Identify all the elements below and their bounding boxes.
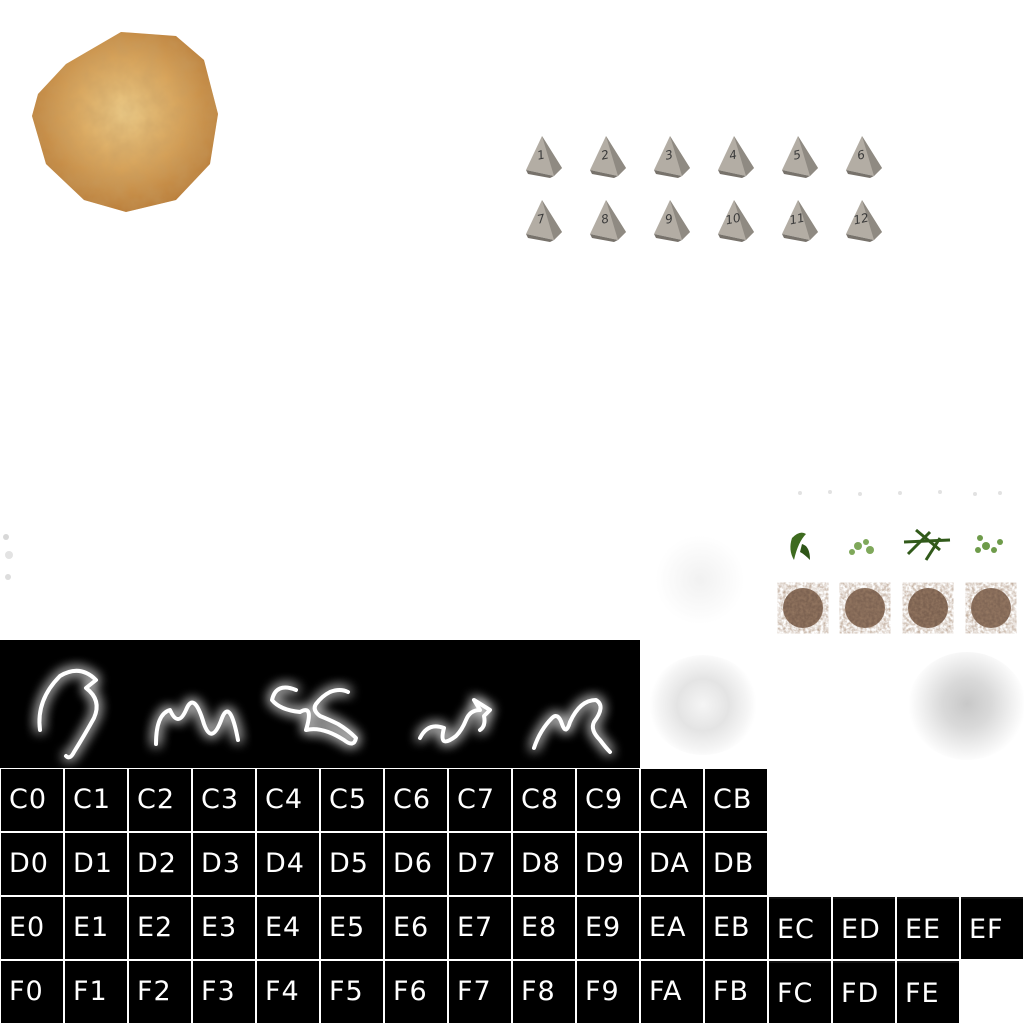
pyramid-die-icon: 7	[524, 198, 564, 244]
lightning-bolt-icon	[154, 700, 240, 746]
smoke-puff-icon	[908, 652, 1024, 760]
glyph-cell: FE	[897, 961, 959, 1023]
glyph-cell: C0	[1, 769, 63, 831]
glyph-cell: E0	[1, 897, 63, 959]
glyph-cell: F3	[193, 961, 255, 1023]
leaf-cluster-row	[790, 528, 1003, 561]
leaf-cluster-icon	[903, 528, 951, 561]
glyph-cell: CA	[641, 769, 703, 831]
glyph-cell: D7	[449, 833, 511, 895]
glyph-cell: C1	[65, 769, 127, 831]
rock-blob-icon	[32, 32, 218, 212]
glyph-cell: D0	[1, 833, 63, 895]
smoke-puff-icon	[648, 655, 758, 755]
glyph-cell: F6	[385, 961, 447, 1023]
glyph-cell: C5	[321, 769, 383, 831]
glyph-cell: EE	[897, 897, 959, 959]
leaf-cluster-icon	[790, 532, 810, 560]
dirt-clump-icon	[844, 587, 886, 629]
glyph-cell: C3	[193, 769, 255, 831]
glyph-cell: D8	[513, 833, 575, 895]
pyramid-die-icon: 3	[652, 134, 692, 180]
lightning-bolt-icon	[37, 668, 99, 760]
pyramid-die-icon: 12	[844, 198, 884, 244]
glyph-cell: F4	[257, 961, 319, 1023]
lightning-bolt-icon	[532, 698, 612, 754]
glyph-cell: F5	[321, 961, 383, 1023]
pyramid-die-icon: 2	[588, 134, 628, 180]
pyramid-die-icon: 8	[588, 198, 628, 244]
glyph-cell: C4	[257, 769, 319, 831]
pyramid-die-icon: 4	[716, 134, 756, 180]
pyramid-die-icon: 10	[716, 198, 756, 244]
glyph-cell: D1	[65, 833, 127, 895]
glyph-cell: FA	[641, 961, 703, 1023]
pyramid-die-icon: 6	[844, 134, 884, 180]
glyph-cell: D6	[385, 833, 447, 895]
glyph-cell: EB	[705, 897, 767, 959]
glyph-cell: DA	[641, 833, 703, 895]
glyph-cell: FD	[833, 961, 895, 1023]
glyph-cell: DB	[705, 833, 767, 895]
glyph-cell: E1	[65, 897, 127, 959]
glyph-cell: E7	[449, 897, 511, 959]
glyph-cell: F7	[449, 961, 511, 1023]
glyph-cell: FC	[769, 961, 831, 1023]
glyph-cell: E5	[321, 897, 383, 959]
glyph-cell: C2	[129, 769, 191, 831]
pyramid-die-icon: 11	[780, 198, 820, 244]
glyph-cell: F9	[577, 961, 639, 1023]
lightning-bolt-icon	[418, 698, 492, 744]
glyph-cell: CB	[705, 769, 767, 831]
leaf-cluster-icon	[849, 539, 874, 555]
dirt-clump-icon	[907, 587, 949, 629]
glyph-cell: EC	[769, 897, 831, 959]
glyph-cell: ED	[833, 897, 895, 959]
glyph-cell: E8	[513, 897, 575, 959]
glyph-cell: C9	[577, 769, 639, 831]
dirt-clump-icon	[782, 587, 824, 629]
speck-texture-icon	[3, 534, 13, 580]
glyph-cell: C6	[385, 769, 447, 831]
speck-row-icon	[798, 490, 1002, 496]
dirt-clump-icon	[970, 587, 1012, 629]
glyph-cell: E6	[385, 897, 447, 959]
faint-smoke-icon	[655, 535, 745, 625]
glyph-cell: D5	[321, 833, 383, 895]
glyph-cell: FB	[705, 961, 767, 1023]
glyph-cell: D3	[193, 833, 255, 895]
pyramid-die-icon: 5	[780, 134, 820, 180]
glyph-cell: EA	[641, 897, 703, 959]
glyph-cell: D2	[129, 833, 191, 895]
glyph-cell: E9	[577, 897, 639, 959]
leaf-cluster-icon	[975, 535, 1003, 553]
glyph-cell: F8	[513, 961, 575, 1023]
glyph-cell: EF	[961, 897, 1023, 959]
glyph-cell: E2	[129, 897, 191, 959]
glyph-cell: D4	[257, 833, 319, 895]
glyph-cell: F0	[1, 961, 63, 1023]
lightning-strip	[0, 640, 640, 768]
glyph-cell: C7	[449, 769, 511, 831]
pyramid-die-icon: 9	[652, 198, 692, 244]
pyramid-die-icon: 1	[524, 134, 564, 180]
dirt-clump-row	[782, 587, 1012, 629]
glyph-cell: F2	[129, 961, 191, 1023]
glyph-cell: F1	[65, 961, 127, 1023]
glyph-cell: E3	[193, 897, 255, 959]
glyph-cell: C8	[513, 769, 575, 831]
lightning-bolt-icon	[270, 685, 358, 746]
glyph-cell: D9	[577, 833, 639, 895]
glyph-cell: E4	[257, 897, 319, 959]
